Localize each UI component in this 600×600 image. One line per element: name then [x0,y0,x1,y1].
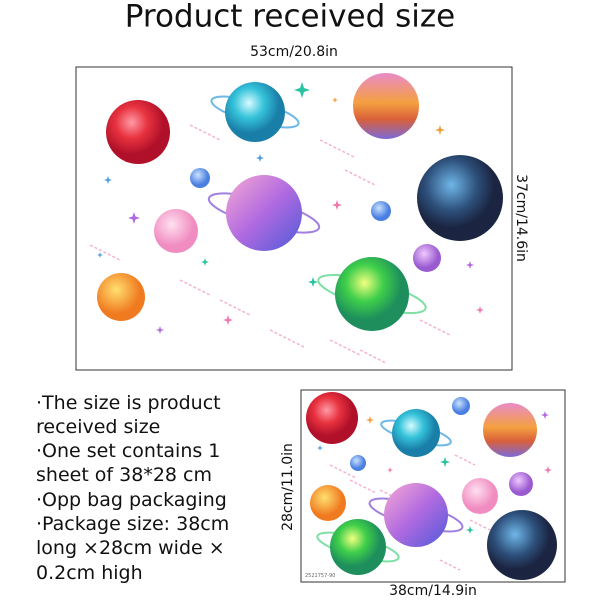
planet [417,155,503,241]
planet [335,257,409,331]
streak [319,139,356,159]
width-label: 53cm/20.8in [250,44,338,60]
star [366,416,374,424]
planet [371,201,391,221]
planet [452,397,470,415]
star [317,445,323,451]
star [466,261,474,269]
height-label: 37cm/14.6in [513,174,529,262]
streak [219,299,251,316]
planet-decals [89,73,503,364]
description-line: long ×28cm wide × [36,537,225,559]
planet [106,100,170,164]
planet [509,472,533,496]
planet [97,273,145,321]
planet [310,485,346,521]
star [128,212,140,224]
planet-decals [306,392,557,580]
star [223,315,233,325]
streak [179,279,211,296]
planet [413,244,441,272]
star [332,97,338,103]
planet [483,403,537,457]
small-height-label: 28cm/11.0in [280,443,296,531]
star [466,526,474,534]
description-line: ·Opp bag packaging [36,489,227,511]
planet [226,175,302,251]
description-line: ·One set contains 1 [36,440,220,462]
streak [419,319,451,336]
star [294,82,310,98]
description-line: 0.2cm high [36,562,143,584]
description-line: ·The size is product [36,392,221,414]
star [332,200,342,210]
planet [392,409,440,457]
planet [330,519,386,575]
streak [379,489,401,501]
star [308,277,318,287]
star [104,176,112,184]
description: ·The size is product received size ·One … [36,392,229,584]
description-line: ·Package size: 38cm [36,513,229,535]
description-line: sheet of 38*28 cm [36,464,212,486]
streak [344,169,376,186]
planet [462,478,498,514]
streak [329,339,361,356]
star [435,125,445,135]
star [256,154,264,162]
streak [269,329,306,349]
small-width-label: 38cm/14.9in [389,583,477,599]
star [476,306,484,314]
star [440,457,450,467]
star [201,258,209,266]
title: Product received size [125,0,455,35]
product-code: 2521757-90 [305,573,335,579]
star [387,467,393,473]
planet [384,483,448,547]
planet [353,73,419,139]
streak [454,454,476,466]
star [156,326,164,334]
description-line: received size [36,416,160,438]
streak [89,244,121,261]
streak [189,124,221,141]
planet [225,82,285,142]
star [97,252,103,258]
planet [350,455,366,471]
planet [306,392,358,444]
star [544,466,552,474]
planet [190,168,210,188]
planet [487,510,557,580]
planet [154,209,198,253]
star [541,411,549,419]
streak [469,519,491,531]
streak [439,559,461,571]
